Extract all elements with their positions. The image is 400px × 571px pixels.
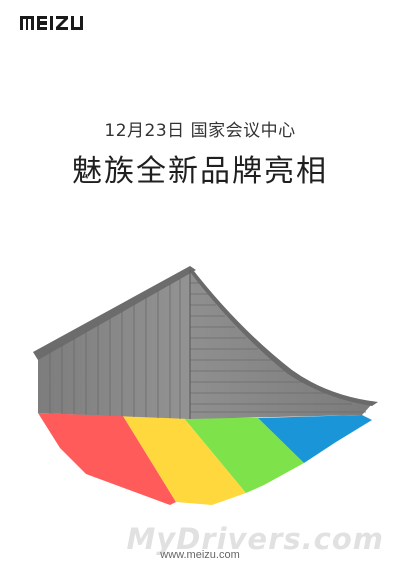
website-url: www.meizu.com bbox=[160, 549, 240, 561]
floor-green-stripe bbox=[183, 417, 304, 493]
mydrivers-watermark: MyDrivers.com bbox=[126, 522, 384, 556]
building-left-facade bbox=[38, 272, 190, 419]
floor-yellow-stripe bbox=[123, 416, 246, 505]
floor-blue-stripe bbox=[258, 415, 372, 463]
meizu-logo bbox=[20, 16, 83, 30]
event-date-venue: 12月23日 国家会议中心 bbox=[104, 121, 296, 141]
floor-red-stripe bbox=[38, 413, 176, 505]
event-headline: 魅族全新品牌亮相 bbox=[72, 154, 328, 189]
